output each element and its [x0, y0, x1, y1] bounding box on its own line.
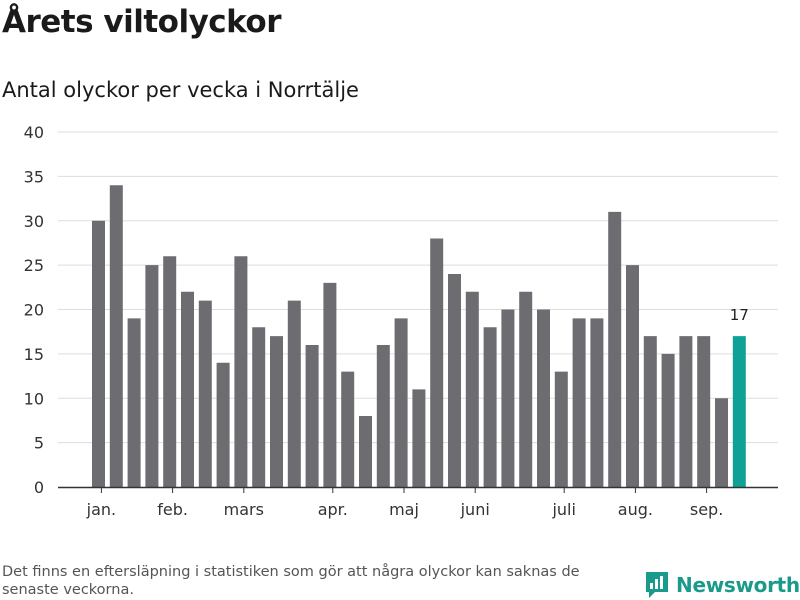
x-tick-label: aug.	[618, 500, 653, 519]
chart-subtitle: Antal olyckor per vecka i Norrtälje	[2, 78, 359, 102]
bar	[430, 238, 444, 487]
bar	[608, 211, 622, 487]
bar	[590, 318, 604, 487]
bar	[216, 362, 230, 487]
bar	[323, 282, 337, 487]
bar	[359, 416, 372, 487]
y-tick-label: 15	[24, 345, 44, 364]
bar	[109, 185, 123, 487]
bar-highlight	[732, 336, 746, 487]
y-tick-label: 30	[24, 212, 44, 231]
bar	[679, 336, 693, 487]
bar	[465, 291, 479, 487]
bar	[181, 291, 194, 487]
x-tick-label: mars	[224, 500, 264, 519]
bar	[661, 353, 675, 487]
y-tick-label: 5	[34, 434, 44, 453]
chart-title: Årets viltolyckor	[2, 4, 282, 40]
bar	[270, 336, 283, 487]
bar-chart: 0 5 10 15 20 25 30 35 40 17 jan. feb. mars apr. maj jun…	[24, 123, 778, 519]
y-tick-label: 40	[24, 123, 44, 142]
y-tick-label: 10	[24, 389, 44, 408]
bar	[163, 256, 177, 487]
bar	[501, 309, 515, 487]
bar	[127, 318, 141, 487]
x-tick-label: juli	[551, 500, 575, 519]
x-tick-label: maj	[389, 500, 419, 519]
y-tick-label: 25	[24, 256, 44, 275]
bar	[448, 274, 461, 487]
footnote: Det finns en eftersläpning i statistiken…	[2, 564, 580, 598]
data-label: 17	[730, 306, 749, 324]
bar	[697, 336, 711, 487]
bar	[626, 265, 639, 487]
bar	[234, 256, 248, 487]
bar	[287, 300, 301, 487]
bar	[715, 398, 728, 487]
bar	[92, 220, 105, 487]
y-tick-label: 35	[24, 167, 44, 186]
bar	[252, 327, 266, 487]
y-tick-label: 0	[34, 478, 44, 497]
bar	[643, 336, 657, 487]
bar	[305, 345, 319, 487]
bar	[341, 371, 355, 487]
bar	[572, 318, 586, 487]
x-tick-label: feb.	[157, 500, 188, 519]
bar	[376, 345, 390, 487]
x-tick-label: apr.	[318, 500, 348, 519]
x-tick-label: juni	[460, 500, 490, 519]
bar	[394, 318, 408, 487]
bar	[412, 389, 426, 487]
bar	[483, 327, 497, 487]
bar	[519, 291, 533, 487]
bar	[145, 265, 159, 487]
x-tick-label: jan.	[86, 500, 116, 519]
x-tick-label: sep.	[690, 500, 723, 519]
newsworthy-logo-icon	[646, 572, 668, 598]
brand-name: Newsworthy	[676, 573, 800, 597]
bar	[537, 309, 550, 487]
bar	[554, 371, 568, 487]
y-tick-label: 20	[24, 301, 44, 320]
bar	[198, 300, 212, 487]
newsworthy-logo[interactable]: Newsworthy	[644, 570, 800, 600]
